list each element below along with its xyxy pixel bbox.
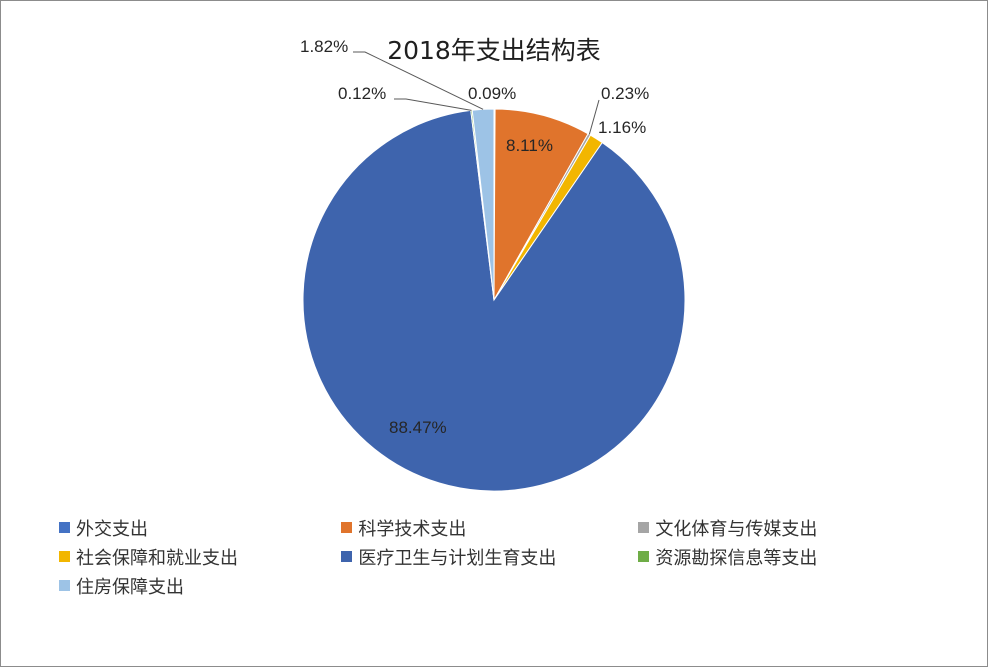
- legend-swatch: [59, 551, 70, 562]
- data-label: 0.09%: [468, 84, 516, 103]
- pie-slice: [493, 108, 589, 302]
- legend-label: 外交支出: [76, 518, 148, 540]
- legend-item-health: 医疗卫生与计划生育支出: [341, 544, 638, 570]
- legend-label: 社会保障和就业支出: [76, 547, 238, 569]
- legend-row: 住房保障支出: [59, 571, 939, 600]
- legend-swatch: [638, 551, 650, 562]
- legend-swatch: [638, 522, 650, 533]
- legend: 外交支出 科学技术支出 文化体育与传媒支出 社会保障和就业支出 医疗卫生与计划生…: [59, 513, 939, 600]
- legend-item-housing: 住房保障支出: [59, 573, 369, 599]
- legend-label: 住房保障支出: [76, 576, 184, 598]
- data-label: 88.47%: [389, 418, 447, 437]
- data-label: 1.82%: [300, 37, 348, 56]
- data-label: 8.11%: [506, 136, 553, 155]
- data-label: 0.23%: [601, 84, 649, 103]
- legend-item-science: 科学技术支出: [341, 515, 638, 541]
- legend-label: 科学技术支出: [358, 518, 467, 540]
- legend-item-social-security: 社会保障和就业支出: [59, 544, 341, 570]
- legend-item-culture: 文化体育与传媒支出: [638, 515, 939, 541]
- legend-item-diplomacy: 外交支出: [59, 515, 341, 541]
- legend-row: 外交支出 科学技术支出 文化体育与传媒支出: [59, 513, 939, 542]
- legend-label: 文化体育与传媒支出: [655, 518, 818, 540]
- leader-line: [588, 99, 600, 135]
- chart-title: 2018年支出结构表: [387, 36, 601, 65]
- data-label: 1.16%: [598, 118, 646, 137]
- legend-swatch: [341, 522, 353, 533]
- legend-item-resources: 资源勘探信息等支出: [638, 544, 939, 570]
- legend-label: 资源勘探信息等支出: [655, 547, 818, 569]
- legend-swatch: [59, 522, 70, 533]
- pie-chart: 0.09% 8.11% 0.23% 1.16% 88.47% 0.12% 1.82%: [300, 37, 686, 492]
- legend-row: 社会保障和就业支出 医疗卫生与计划生育支出 资源勘探信息等支出: [59, 542, 939, 571]
- legend-swatch: [341, 551, 353, 562]
- pie-slice: [302, 109, 686, 492]
- legend-label: 医疗卫生与计划生育支出: [358, 547, 557, 569]
- data-label: 0.12%: [338, 84, 386, 103]
- leader-line: [353, 51, 484, 110]
- legend-swatch: [59, 580, 70, 591]
- leader-line: [394, 98, 472, 111]
